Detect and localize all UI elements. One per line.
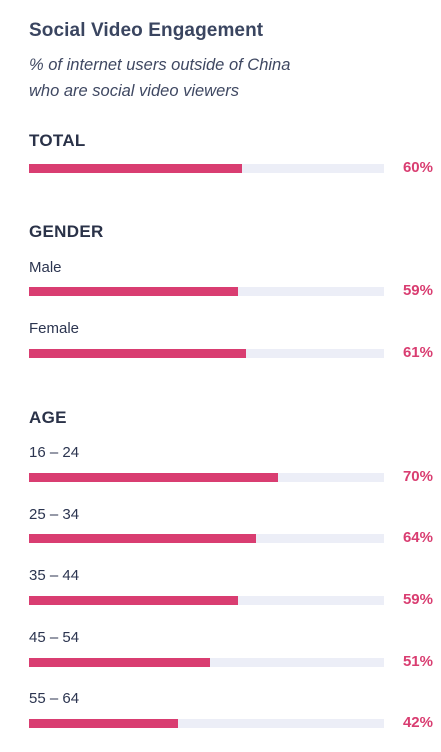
bar	[29, 534, 257, 543]
value-label: 64%	[402, 529, 433, 546]
chart-subtitle-line-1: % of internet users outside of China	[29, 56, 291, 74]
bar	[29, 473, 278, 482]
bar	[29, 596, 239, 605]
value-label: 59%	[402, 282, 433, 299]
bar	[29, 658, 210, 667]
row-label: Male	[29, 259, 62, 276]
value-label: 59%	[402, 591, 433, 608]
row-label: 16 – 24	[29, 444, 80, 461]
bar-track	[29, 534, 384, 543]
chart-title: Social Video Engagement	[29, 20, 264, 41]
row-label: 35 – 44	[29, 567, 80, 584]
section-heading-total: TOTAL	[29, 131, 86, 150]
bar	[29, 349, 246, 358]
value-label: 42%	[402, 714, 433, 731]
bar-track	[29, 658, 384, 667]
value-label: 51%	[402, 653, 433, 670]
value-label: 70%	[402, 468, 433, 485]
chart-subtitle-line-2: who are social video viewers	[29, 82, 240, 100]
bar-track	[29, 596, 384, 605]
bar-track	[29, 719, 384, 728]
section-heading-gender: GENDER	[29, 222, 104, 241]
section-heading-age: AGE	[29, 408, 67, 427]
bar-track	[29, 473, 384, 482]
value-label: 60%	[402, 159, 433, 176]
bar	[29, 287, 239, 296]
row-label: 55 – 64	[29, 690, 80, 707]
bar-track	[29, 164, 384, 173]
bar-track	[29, 349, 384, 358]
value-label: 61%	[402, 344, 433, 361]
bar	[29, 164, 242, 173]
row-label: Female	[29, 320, 80, 337]
bar	[29, 719, 179, 728]
row-label: 25 – 34	[29, 506, 80, 523]
row-label: 45 – 54	[29, 629, 80, 646]
bar-track	[29, 287, 384, 296]
